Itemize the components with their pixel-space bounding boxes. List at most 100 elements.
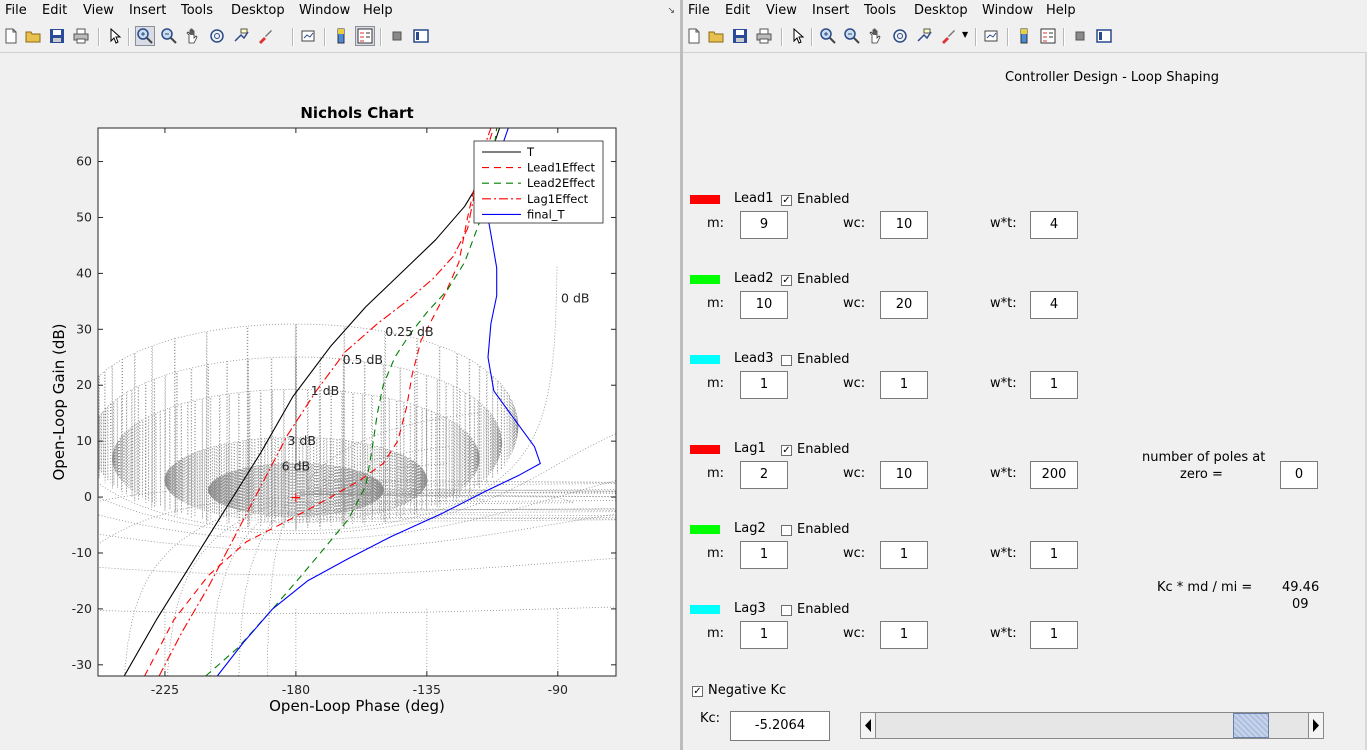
- m-field[interactable]: 2: [740, 461, 788, 489]
- m-field[interactable]: 1: [740, 541, 788, 569]
- series-line-lead1effect[interactable]: [144, 128, 495, 676]
- wc-field[interactable]: 1: [880, 371, 928, 399]
- m-field[interactable]: 10: [740, 291, 788, 319]
- wc-field[interactable]: 10: [880, 211, 928, 239]
- zoom-in-icon[interactable]: [135, 26, 155, 46]
- series-line-lag1effect[interactable]: [158, 128, 492, 676]
- dock-arrow-icon[interactable]: ↘: [667, 6, 675, 16]
- negative-kc-checkbox[interactable]: ✓: [692, 686, 703, 697]
- m-field[interactable]: 1: [740, 621, 788, 649]
- filter-enabled-checkbox[interactable]: ✓: [781, 445, 792, 456]
- menu-tools[interactable]: Tools: [864, 3, 897, 18]
- menu-view[interactable]: View: [83, 3, 114, 18]
- pointer-icon[interactable]: [789, 27, 807, 45]
- wt-field[interactable]: 4: [1030, 211, 1078, 239]
- n-contour-gridline: [209, 463, 616, 676]
- x-tick-label: -225: [151, 682, 179, 697]
- filter-enabled-checkbox[interactable]: [781, 355, 792, 366]
- slider-right-arrow-icon[interactable]: [1308, 713, 1323, 738]
- menu-window[interactable]: Window: [299, 3, 351, 18]
- menu-desktop[interactable]: Desktop: [231, 3, 285, 18]
- axes-box: [97, 127, 617, 677]
- menu-window[interactable]: Window: [982, 3, 1034, 18]
- brush-icon[interactable]: [256, 27, 274, 45]
- pointer-icon[interactable]: [106, 27, 124, 45]
- brush-icon[interactable]: [939, 27, 957, 45]
- m-field[interactable]: 1: [740, 371, 788, 399]
- x-axis-label: Open-Loop Phase (deg): [269, 697, 445, 715]
- colorbar-icon[interactable]: [332, 27, 350, 45]
- menu-edit[interactable]: Edit: [725, 3, 751, 18]
- save-icon[interactable]: [731, 27, 749, 45]
- filter-enabled-checkbox[interactable]: [781, 605, 792, 616]
- save-icon[interactable]: [48, 27, 66, 45]
- m-circle-gridline: [98, 266, 558, 532]
- show-plot-tools-icon[interactable]: [1095, 27, 1113, 45]
- wc-field[interactable]: 1: [880, 541, 928, 569]
- kc-slider[interactable]: [860, 712, 1324, 739]
- pan-hand-icon[interactable]: [184, 27, 202, 45]
- slider-thumb[interactable]: [1233, 713, 1269, 738]
- wt-field[interactable]: 4: [1030, 291, 1078, 319]
- m-circle-gridline: [0, 720, 680, 721]
- x-tick-label: -135: [413, 682, 441, 697]
- menu-edit[interactable]: Edit: [42, 3, 68, 18]
- wt-field[interactable]: 1: [1030, 621, 1078, 649]
- kc-value-field[interactable]: -5.2064: [730, 711, 830, 741]
- menu-help[interactable]: Help: [363, 3, 393, 18]
- legend-icon[interactable]: [355, 26, 375, 46]
- data-cursor-icon[interactable]: [232, 27, 250, 45]
- zoom-out-icon[interactable]: [160, 27, 178, 45]
- data-cursor-icon[interactable]: [915, 27, 933, 45]
- toolbar-separator: [292, 28, 294, 46]
- menu-view[interactable]: View: [766, 3, 797, 18]
- wc-field[interactable]: 20: [880, 291, 928, 319]
- filter-enabled-checkbox[interactable]: ✓: [781, 275, 792, 286]
- m-field[interactable]: 9: [740, 211, 788, 239]
- brush-dropdown-icon[interactable]: ▼: [962, 30, 969, 39]
- link-plot-icon[interactable]: [300, 27, 318, 45]
- link-plot-icon[interactable]: [983, 27, 1001, 45]
- poles-at-zero-field[interactable]: 0: [1280, 461, 1318, 489]
- zoom-out-icon[interactable]: [843, 27, 861, 45]
- pan-hand-icon[interactable]: [867, 27, 885, 45]
- slider-left-arrow-icon[interactable]: [861, 713, 876, 738]
- kc-label: Kc:: [700, 711, 721, 726]
- x-tick-label: -180: [282, 682, 310, 697]
- menu-insert[interactable]: Insert: [129, 3, 167, 18]
- legend-icon[interactable]: [1039, 27, 1057, 45]
- y-tick-label: 60: [76, 154, 92, 169]
- menu-help[interactable]: Help: [1046, 3, 1076, 18]
- menu-file[interactable]: File: [5, 3, 27, 18]
- filter-enabled-checkbox[interactable]: ✓: [781, 195, 792, 206]
- rotate-3d-icon[interactable]: [208, 27, 226, 45]
- zoom-in-icon[interactable]: [819, 27, 837, 45]
- colorbar-icon[interactable]: [1015, 27, 1033, 45]
- new-figure-icon[interactable]: [2, 27, 20, 45]
- rotate-3d-icon[interactable]: [891, 27, 909, 45]
- show-plot-tools-icon[interactable]: [412, 27, 430, 45]
- wt-field[interactable]: 1: [1030, 371, 1078, 399]
- m-circle-gridline: [98, 513, 616, 551]
- wc-field[interactable]: 1: [880, 621, 928, 649]
- menu-desktop[interactable]: Desktop: [914, 3, 968, 18]
- wt-field[interactable]: 1: [1030, 541, 1078, 569]
- wt-label: w*t:: [990, 376, 1017, 391]
- menu-tools[interactable]: Tools: [181, 3, 214, 18]
- filter-enabled-checkbox[interactable]: [781, 525, 792, 536]
- kc-ratio-label: Kc * md / mi =: [1157, 580, 1253, 595]
- open-file-icon[interactable]: [707, 27, 725, 45]
- print-icon[interactable]: [72, 27, 90, 45]
- wc-field[interactable]: 10: [880, 461, 928, 489]
- m-label: m:: [707, 466, 725, 481]
- menu-insert[interactable]: Insert: [812, 3, 850, 18]
- print-icon[interactable]: [755, 27, 773, 45]
- wt-field[interactable]: 200: [1030, 461, 1078, 489]
- open-file-icon[interactable]: [24, 27, 42, 45]
- hide-plot-tools-icon[interactable]: [388, 27, 406, 45]
- new-figure-icon[interactable]: [685, 27, 703, 45]
- hide-plot-tools-icon[interactable]: [1071, 27, 1089, 45]
- menu-file[interactable]: File: [688, 3, 710, 18]
